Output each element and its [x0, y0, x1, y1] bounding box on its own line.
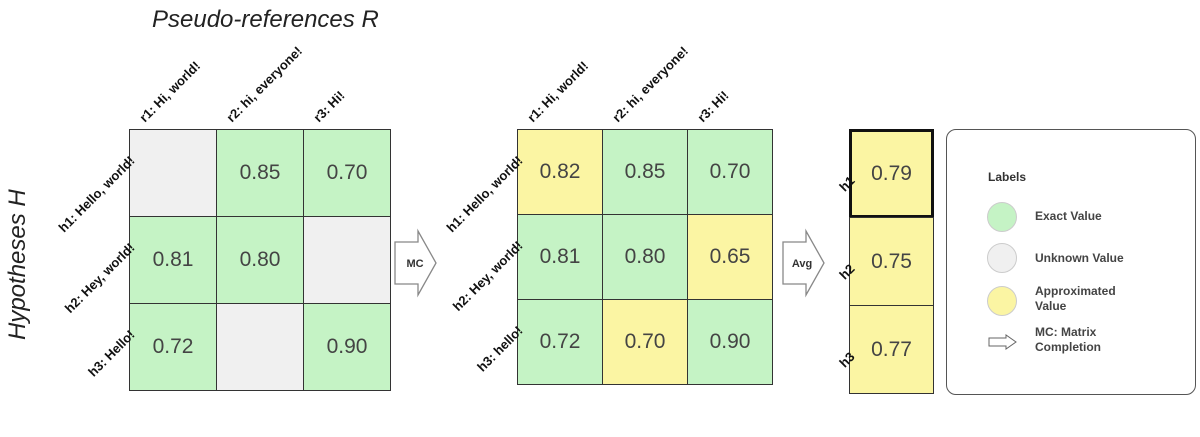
column-label: r2: hi, everyone!	[609, 43, 692, 125]
vector-cell: 0.77	[849, 305, 934, 394]
matrix-cell: 0.72	[129, 303, 217, 391]
legend-arrow-icon	[988, 334, 1017, 350]
matrix-cell	[216, 303, 304, 391]
matrix-cell: 0.70	[687, 129, 773, 215]
legend-unknown-swatch	[987, 243, 1017, 273]
matrix-cell	[129, 129, 217, 217]
matrix-cell: 0.85	[602, 129, 688, 215]
avg-arrow-icon	[782, 228, 825, 298]
mc-arrow-icon	[394, 228, 437, 298]
legend-unknown-label: Unknown Value	[1035, 251, 1124, 265]
matrix-cell: 0.65	[687, 214, 773, 300]
legend-exact-swatch	[987, 202, 1017, 232]
matrix-cell: 0.80	[216, 216, 304, 304]
matrix-cell: 0.70	[303, 129, 391, 217]
matrix-cell: 0.70	[602, 299, 688, 385]
mc-arrow-label: MC	[406, 258, 424, 270]
legend: Labels Exact Value Unknown Value Approxi…	[946, 129, 1196, 395]
column-label: r2: hi, everyone!	[223, 43, 306, 125]
legend-mc-label: MC: Matrix Completion	[1035, 325, 1101, 354]
legend-approx-label: Approximated Value	[1035, 284, 1116, 313]
column-label: r3: Hi!	[694, 87, 732, 125]
matrix-cell: 0.81	[129, 216, 217, 304]
column-label: r1: Hi, world!	[524, 58, 592, 125]
matrix-cell: 0.85	[216, 129, 304, 217]
vector-cell: 0.79	[849, 129, 934, 218]
vector-cell: 0.75	[849, 217, 934, 306]
matrix-cell: 0.72	[517, 299, 603, 385]
references-title: Pseudo-references R	[152, 6, 379, 33]
legend-exact-label: Exact Value	[1035, 209, 1102, 223]
matrix-cell: 0.80	[602, 214, 688, 300]
matrix-cell	[303, 216, 391, 304]
matrix-cell: 0.90	[687, 299, 773, 385]
avg-arrow-label: Avg	[791, 258, 813, 270]
column-label: r3: Hi!	[310, 87, 348, 125]
matrix-cell: 0.81	[517, 214, 603, 300]
hypotheses-title: Hypotheses H	[4, 189, 31, 340]
matrix-cell: 0.90	[303, 303, 391, 391]
legend-approx-swatch	[987, 286, 1017, 316]
column-label: r1: Hi, world!	[136, 58, 204, 125]
legend-title: Labels	[988, 170, 1027, 184]
matrix-cell: 0.82	[517, 129, 603, 215]
